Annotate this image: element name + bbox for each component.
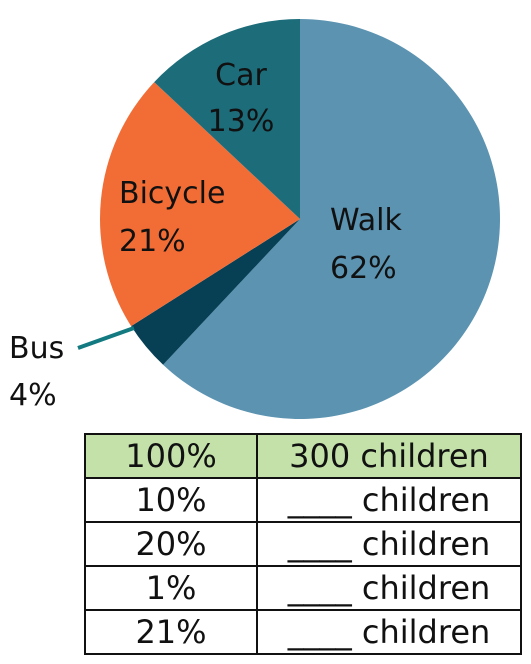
table-cell-children: ____ children <box>256 565 522 611</box>
table-header-row: 100% 300 children <box>84 433 522 479</box>
table-cell-children: ____ children <box>256 609 522 655</box>
slice-value-bus: 4% <box>9 378 57 413</box>
slice-value-bicycle: 21% <box>119 224 186 259</box>
slice-label-bus: Bus <box>9 331 64 366</box>
table-row: 21% ____ children <box>84 609 522 655</box>
table-cell-percent: 20% <box>84 521 258 567</box>
slice-label-bicycle: Bicycle <box>119 176 225 211</box>
table-row: 10% ____ children <box>84 477 522 523</box>
table-cell-children: 300 children <box>256 433 522 479</box>
table-cell-percent: 1% <box>84 565 258 611</box>
table-cell-percent: 21% <box>84 609 258 655</box>
slice-value-car: 13% <box>208 104 275 139</box>
bus-leader-line <box>77 326 135 350</box>
pie-slice-bicycle <box>99 82 300 327</box>
pie-slice-walk <box>163 19 501 419</box>
pie-chart: Car 13% Bicycle 21% Walk 62% Bus 4% <box>9 19 501 419</box>
pie-slice-bus <box>131 219 300 365</box>
slice-label-car: Car <box>215 58 267 93</box>
pie-slice-car <box>154 19 300 219</box>
table-row: 20% ____ children <box>84 521 522 567</box>
table-cell-children: ____ children <box>256 521 522 567</box>
slice-value-walk: 62% <box>330 251 397 286</box>
table-cell-children: ____ children <box>256 477 522 523</box>
table-row: 1% ____ children <box>84 565 522 611</box>
pie-slices <box>99 19 501 419</box>
table-cell-percent: 100% <box>84 433 258 479</box>
slice-label-walk: Walk <box>330 203 402 238</box>
table-cell-percent: 10% <box>84 477 258 523</box>
conversion-table: 100% 300 children 10% ____ children 20% … <box>84 433 522 655</box>
